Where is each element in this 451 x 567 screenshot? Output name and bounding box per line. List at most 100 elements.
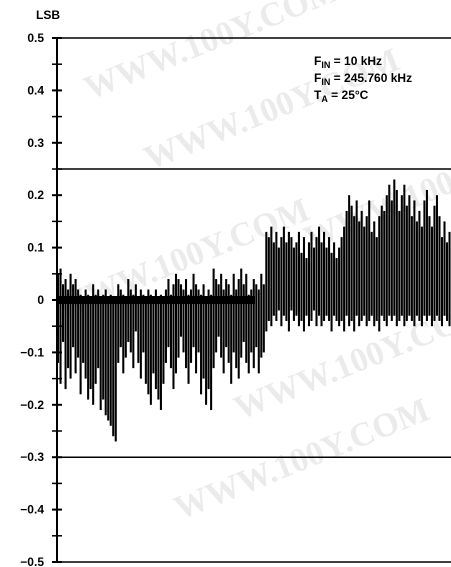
data-bar bbox=[280, 237, 283, 327]
data-bar bbox=[312, 247, 316, 311]
data-bar bbox=[302, 237, 305, 332]
data-bar bbox=[104, 289, 107, 416]
y-axis bbox=[52, 37, 62, 563]
data-bar bbox=[428, 216, 431, 316]
data-bar bbox=[197, 289, 200, 353]
data-bar bbox=[222, 289, 225, 374]
data-bar bbox=[368, 200, 371, 321]
data-bar bbox=[398, 210, 401, 321]
data-bar bbox=[360, 210, 363, 321]
data-bar bbox=[127, 279, 130, 342]
data-bar bbox=[355, 200, 358, 316]
data-bar bbox=[242, 284, 245, 342]
data-bar bbox=[205, 300, 208, 405]
data-bar bbox=[370, 231, 373, 316]
y-tick-label: −0.1 bbox=[20, 345, 44, 359]
data-bar bbox=[317, 226, 321, 316]
data-bar bbox=[102, 294, 105, 400]
data-bar bbox=[122, 294, 125, 374]
data-bar bbox=[267, 237, 270, 321]
data-bar bbox=[277, 247, 280, 311]
data-bar bbox=[363, 226, 366, 316]
data-bar bbox=[265, 231, 268, 332]
data-bar bbox=[400, 195, 403, 316]
data-bar bbox=[285, 242, 288, 321]
data-bar bbox=[69, 273, 72, 379]
data-bar bbox=[245, 273, 248, 363]
data-bar bbox=[72, 284, 75, 348]
data-bar bbox=[335, 258, 338, 321]
data-bar bbox=[295, 242, 298, 316]
data-bar bbox=[112, 300, 115, 437]
data-bar bbox=[383, 210, 386, 321]
data-bar bbox=[77, 289, 80, 358]
data-bar bbox=[378, 216, 381, 332]
data-bar bbox=[159, 294, 162, 411]
data-bar bbox=[425, 189, 428, 321]
data-bar bbox=[358, 221, 361, 327]
data-bar bbox=[393, 179, 396, 316]
data-bar bbox=[373, 221, 376, 327]
data-bar bbox=[177, 279, 180, 358]
data-bar bbox=[230, 294, 233, 384]
data-bar bbox=[215, 279, 218, 353]
data-bar bbox=[212, 268, 215, 369]
data-bar bbox=[448, 231, 451, 327]
data-bar bbox=[172, 284, 175, 390]
data-bar bbox=[433, 205, 436, 321]
data-bar bbox=[315, 237, 318, 327]
data-bar bbox=[262, 284, 265, 353]
data-bar bbox=[232, 273, 235, 353]
data-bar bbox=[99, 300, 102, 411]
data-bar bbox=[144, 300, 147, 384]
data-bar bbox=[340, 237, 343, 321]
y-tick-label: 0.3 bbox=[27, 136, 44, 150]
data-bar bbox=[443, 221, 446, 316]
data-bar bbox=[272, 242, 275, 316]
data-bar bbox=[310, 231, 313, 321]
data-bar bbox=[345, 210, 348, 316]
data-bar bbox=[420, 226, 423, 327]
data-bar bbox=[195, 284, 198, 374]
y-tick-label: −0.4 bbox=[20, 503, 44, 517]
data-bar bbox=[438, 216, 441, 321]
data-bar bbox=[287, 231, 290, 332]
data-bar bbox=[187, 294, 190, 384]
data-bar bbox=[210, 294, 213, 411]
data-bar bbox=[117, 284, 120, 363]
data-bar bbox=[255, 284, 258, 348]
y-tick-label: 0.5 bbox=[27, 31, 44, 45]
data-bar bbox=[67, 289, 70, 369]
data-bar bbox=[250, 289, 253, 353]
data-bar bbox=[235, 289, 238, 369]
y-unit-label: LSB bbox=[36, 8, 60, 22]
annotation-line: TA = 25°C bbox=[314, 88, 369, 104]
data-bar bbox=[275, 231, 278, 321]
data-bar bbox=[179, 284, 183, 337]
data-bar bbox=[142, 294, 145, 353]
data-bar bbox=[410, 216, 413, 321]
data-bar bbox=[325, 247, 328, 316]
data-bar bbox=[62, 284, 65, 342]
data-bar bbox=[320, 242, 323, 327]
data-bar bbox=[300, 252, 303, 321]
y-tick-label: −0.2 bbox=[20, 398, 44, 412]
data-bar bbox=[124, 300, 127, 358]
data-bar bbox=[297, 231, 300, 327]
data-bar bbox=[192, 273, 195, 348]
data-bar bbox=[139, 289, 142, 379]
data-bar bbox=[109, 294, 112, 426]
data-bar bbox=[167, 279, 170, 348]
data-bar bbox=[343, 226, 346, 332]
data-bar bbox=[333, 242, 336, 316]
data-bar bbox=[149, 294, 152, 405]
data-bar bbox=[330, 252, 333, 332]
data-bar bbox=[305, 258, 308, 316]
data-bar bbox=[200, 294, 203, 395]
data-bar bbox=[390, 200, 393, 321]
y-tick-label: 0.4 bbox=[27, 83, 44, 97]
data-bar bbox=[190, 289, 193, 363]
data-bar bbox=[220, 273, 223, 358]
data-bar bbox=[64, 279, 67, 390]
data-bar bbox=[365, 216, 368, 327]
